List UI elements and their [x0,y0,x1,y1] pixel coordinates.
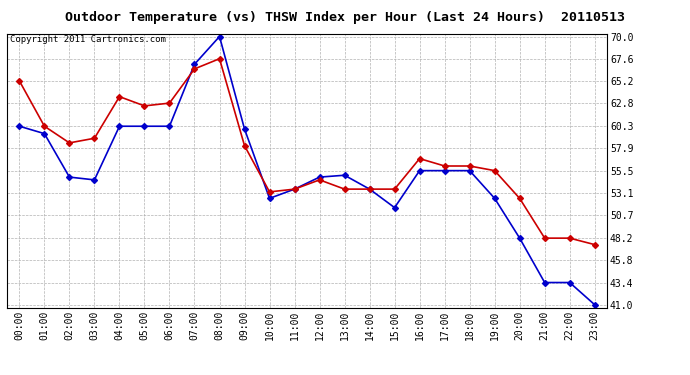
Text: Copyright 2011 Cartronics.com: Copyright 2011 Cartronics.com [10,35,166,44]
Text: Outdoor Temperature (vs) THSW Index per Hour (Last 24 Hours)  20110513: Outdoor Temperature (vs) THSW Index per … [65,11,625,24]
